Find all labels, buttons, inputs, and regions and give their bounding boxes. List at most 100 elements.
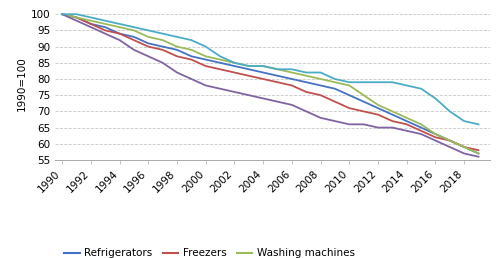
Refrigerators [146,42,152,45]
Dryers [432,97,438,100]
Dryers [360,81,366,84]
Refrigerators [59,13,65,16]
Washing machines [346,84,352,87]
Dishwashers [74,19,80,22]
Refrigerators [188,55,194,58]
Refrigerators [418,126,424,129]
Dishwashers [102,32,108,35]
Washing machines [303,74,309,77]
Washing machines [202,55,208,58]
Dishwashers [318,116,324,119]
Dishwashers [289,103,295,107]
Freezers [217,68,223,71]
Washing machines [74,16,80,19]
Dryers [174,35,180,38]
Dryers [131,26,137,29]
Freezers [346,107,352,110]
Freezers [160,48,166,51]
Dryers [88,16,94,19]
Dryers [375,81,381,84]
Refrigerators [116,32,122,35]
Washing machines [246,64,252,68]
Freezers [418,129,424,132]
Washing machines [160,39,166,42]
Refrigerators [390,113,396,116]
Refrigerators [160,45,166,48]
Dishwashers [146,55,152,58]
Dishwashers [360,123,366,126]
Freezers [131,39,137,42]
Washing machines [461,146,467,149]
Dryers [217,55,223,58]
Refrigerators [174,48,180,51]
Freezers [188,58,194,61]
Refrigerators [432,133,438,136]
Freezers [332,100,338,103]
Freezers [447,139,453,142]
Washing machines [217,58,223,61]
Washing machines [131,29,137,32]
Freezers [59,13,65,16]
Refrigerators [303,81,309,84]
Washing machines [289,71,295,74]
Freezers [102,29,108,32]
Dryers [461,119,467,123]
Dryers [318,71,324,74]
Freezers [375,113,381,116]
Dryers [102,19,108,22]
Washing machines [146,35,152,38]
Refrigerators [232,64,237,68]
Dryers [116,22,122,26]
Dryers [260,64,266,68]
Dishwashers [332,119,338,123]
Dryers [346,81,352,84]
Dishwashers [476,155,482,158]
Dryers [390,81,396,84]
Refrigerators [217,61,223,64]
Dryers [476,123,482,126]
Dishwashers [461,152,467,155]
Y-axis label: 1990=100: 1990=100 [16,57,26,111]
Washing machines [102,22,108,26]
Refrigerators [404,119,409,123]
Dishwashers [447,146,453,149]
Refrigerators [131,35,137,38]
Refrigerators [476,152,482,155]
Dishwashers [375,126,381,129]
Freezers [274,81,280,84]
Washing machines [188,48,194,51]
Washing machines [447,139,453,142]
Dryers [418,87,424,90]
Freezers [360,110,366,113]
Freezers [74,16,80,19]
Washing machines [476,152,482,155]
Refrigerators [332,87,338,90]
Refrigerators [202,58,208,61]
Dishwashers [232,90,237,93]
Washing machines [232,61,237,64]
Dishwashers [131,48,137,51]
Dishwashers [390,126,396,129]
Refrigerators [246,68,252,71]
Dishwashers [404,129,409,132]
Freezers [303,90,309,93]
Dryers [232,61,237,64]
Dishwashers [88,26,94,29]
Dishwashers [160,61,166,64]
Washing machines [260,64,266,68]
Freezers [246,74,252,77]
Line: Freezers: Freezers [62,14,478,150]
Dryers [202,45,208,48]
Refrigerators [274,74,280,77]
Line: Dryers: Dryers [62,14,478,124]
Dryers [74,13,80,16]
Line: Refrigerators: Refrigerators [62,14,478,154]
Dryers [146,29,152,32]
Washing machines [404,116,409,119]
Refrigerators [318,84,324,87]
Freezers [476,149,482,152]
Dryers [160,32,166,35]
Line: Washing machines: Washing machines [62,14,478,154]
Refrigerators [74,16,80,19]
Freezers [232,71,237,74]
